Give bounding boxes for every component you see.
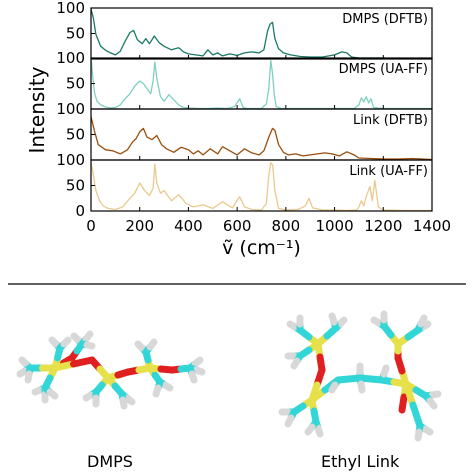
bond (328, 381, 339, 394)
y-tick-label: 100 (56, 0, 85, 17)
panel-label-1: DMPS (DFTB) (342, 12, 428, 27)
series-line-3 (90, 116, 433, 161)
dmps-molecule-caption: DMPS (87, 452, 133, 471)
bond (409, 401, 424, 430)
bond (357, 380, 366, 394)
bond (152, 384, 162, 398)
y-tick-label: 50 (66, 126, 85, 144)
bond (16, 367, 29, 378)
y-axis-label: Intensity (25, 66, 49, 153)
bond (398, 393, 408, 414)
bond (123, 394, 136, 406)
bond (192, 366, 206, 376)
panel-label-2: DMPS (UA-FF) (339, 62, 428, 77)
bond (417, 314, 428, 328)
bond (428, 390, 442, 399)
bond (161, 381, 174, 392)
x-tick-label: 1000 (315, 217, 353, 235)
y-tick-label: 100 (56, 151, 85, 169)
y-tick-label: 100 (56, 49, 85, 67)
bond (48, 336, 60, 348)
x-tick-label: 800 (272, 217, 301, 235)
x-tick-label: 400 (174, 217, 203, 235)
bond (188, 370, 198, 384)
bond (419, 320, 432, 331)
bond (402, 380, 417, 409)
bond (284, 414, 295, 428)
series-line-1 (90, 8, 432, 60)
y-tick-label: 50 (66, 75, 85, 93)
bond (426, 397, 438, 410)
series-line-4 (90, 161, 432, 212)
bond (119, 396, 128, 410)
bond (18, 356, 30, 368)
bond (328, 312, 338, 326)
molecule-illustrations (16, 310, 442, 442)
x-axis-label: ṽ (cm⁻¹) (222, 237, 301, 259)
bond (191, 356, 204, 368)
bond (60, 336, 72, 348)
ethyl-link-molecule-caption: Ethyl Link (321, 452, 400, 471)
y-tick-label: 50 (66, 25, 85, 43)
y-tick-label: 50 (66, 177, 85, 195)
bond (286, 320, 299, 331)
bond (380, 364, 390, 378)
bond (370, 316, 383, 327)
bond (421, 425, 434, 436)
x-tick-label: 1200 (364, 217, 402, 235)
series-line-2 (90, 57, 432, 110)
bond (290, 357, 301, 370)
bond (82, 391, 95, 402)
bond (414, 428, 423, 442)
bond (146, 338, 158, 351)
bond (314, 424, 324, 438)
x-tick-label: 0 (86, 217, 96, 235)
bond (70, 332, 82, 344)
bond (24, 370, 33, 384)
y-tick-label: 0 (75, 202, 85, 220)
bond (336, 316, 348, 328)
bond (134, 340, 146, 352)
bond (46, 388, 59, 400)
bond (304, 423, 316, 436)
x-tick-label: 200 (125, 217, 154, 235)
panel-label-3: Link (DFTB) (353, 113, 428, 128)
panel-label-4: Link (UA-FF) (349, 164, 428, 179)
bond (82, 330, 94, 343)
bond (31, 386, 44, 396)
y-tick-label: 100 (56, 100, 85, 118)
x-tick-label: 600 (223, 217, 252, 235)
bond (83, 341, 96, 350)
x-tick-label: 1400 (413, 217, 451, 235)
spectra-chart: DMPS (DFTB) 50 100 DMPS (UA-FF) 50 100 Link (D… (25, 0, 451, 259)
